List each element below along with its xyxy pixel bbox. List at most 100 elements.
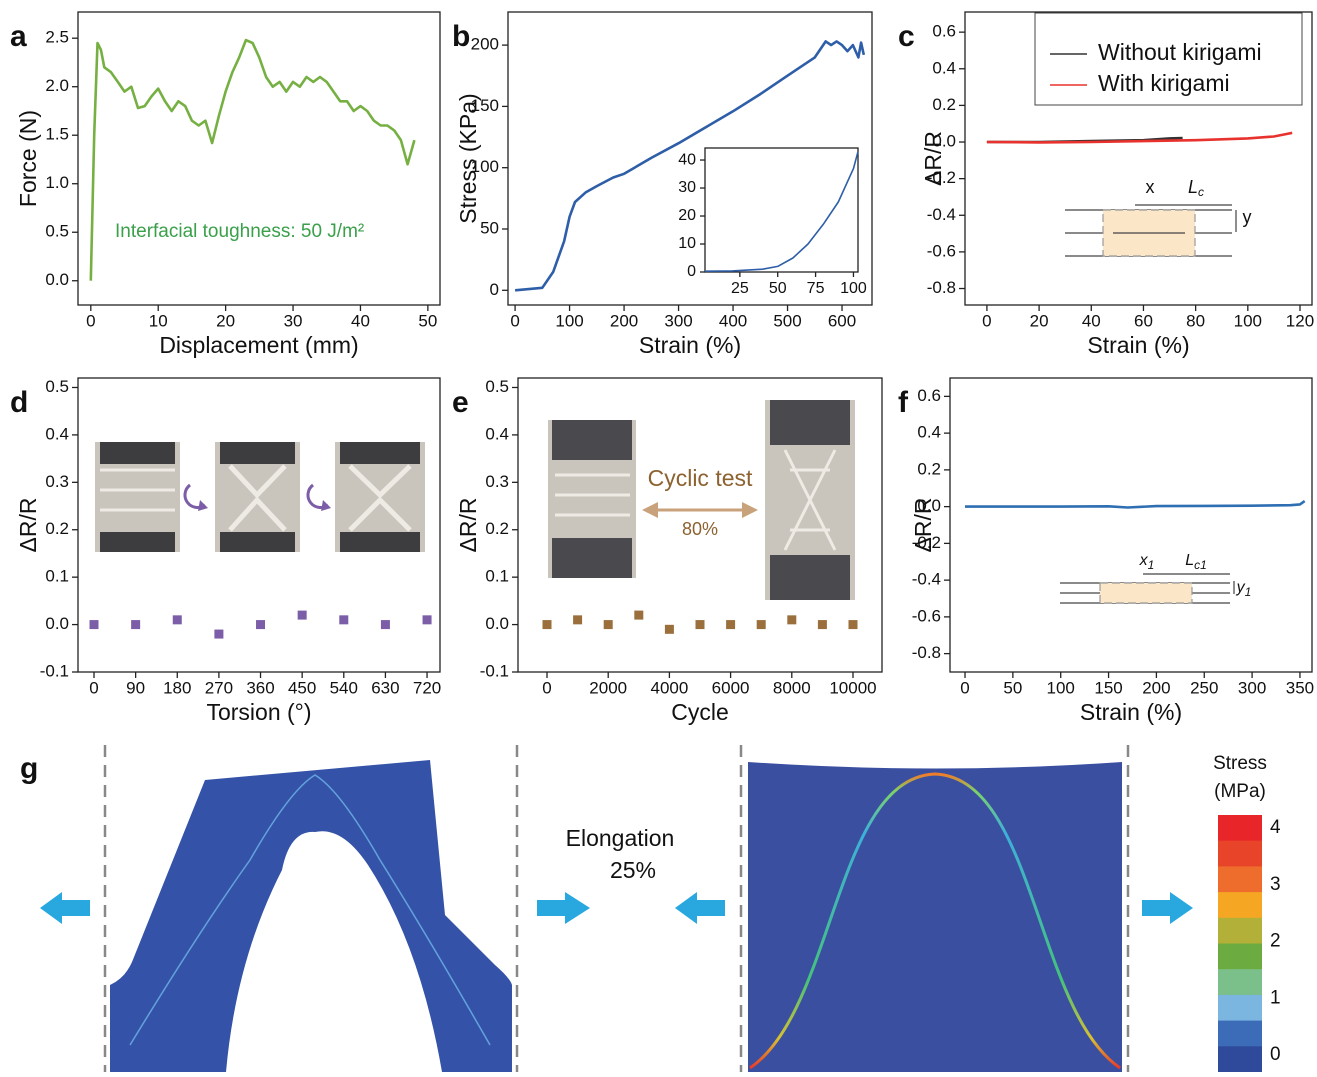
data-point	[256, 620, 266, 630]
y-tick-label: 0.2	[45, 519, 69, 538]
data-point	[603, 620, 613, 630]
annotation: Interfacial toughness: 50 J/m²	[115, 221, 364, 242]
y-tick-label: 2.0	[45, 76, 69, 95]
y-tick-label: 0.1	[45, 567, 69, 586]
y-tick-label: -0.2	[912, 533, 941, 552]
y-tick-label: 0.0	[917, 496, 941, 515]
x-axis-label: Strain (%)	[1087, 332, 1189, 358]
y-tick-label: 0.2	[932, 95, 956, 114]
legend-label: Without kirigami	[1098, 39, 1262, 65]
x-tick-label: 0	[960, 678, 969, 697]
y-tick-label: -0.1	[480, 661, 509, 680]
inset-label: y	[1243, 207, 1252, 227]
x-tick-label: 630	[371, 678, 399, 697]
inset-label: x1	[1139, 552, 1155, 572]
inset-label-main: x	[1139, 552, 1149, 569]
y-tick-label: 0.1	[485, 567, 509, 586]
inset-label-sub: c1	[1194, 558, 1207, 572]
x-tick-label: 450	[288, 678, 316, 697]
panel-letter: b	[452, 20, 470, 53]
y-tick-label: 0.5	[45, 222, 69, 241]
colorbar-segment	[1218, 917, 1262, 944]
colorbar-segment	[1218, 840, 1262, 867]
colorbar-segment	[1218, 994, 1262, 1022]
data-point	[787, 615, 797, 625]
x-tick-label: 40	[1082, 311, 1101, 330]
data-point	[380, 620, 390, 630]
colorbar-segment	[1218, 1046, 1262, 1073]
data-point	[542, 620, 552, 630]
y-tick-label: 0.4	[485, 424, 509, 443]
x-tick-label: 300	[664, 311, 692, 330]
y-tick-label: 0	[490, 280, 499, 299]
panel-letter: f	[898, 386, 909, 419]
inset-label-main: x	[1146, 177, 1155, 197]
x-tick-label: 30	[284, 311, 303, 330]
y-tick-label: 200	[471, 35, 499, 54]
y-tick-label: 1.0	[45, 173, 69, 192]
data-line	[965, 500, 1306, 509]
x-tick-label: 20	[216, 311, 235, 330]
photos	[95, 400, 855, 600]
y-tick-label: 0.4	[45, 424, 69, 443]
y-tick-label: 40	[678, 151, 696, 168]
y-tick-label: 2.5	[45, 28, 69, 47]
x-tick-label: 0	[86, 311, 95, 330]
legend-frame	[1034, 12, 1303, 106]
plot-frame	[704, 147, 859, 273]
x-tick-label: 250	[1190, 678, 1218, 697]
x-tick-label: 50	[1003, 678, 1022, 697]
y-tick-label: 0.0	[45, 614, 69, 633]
y-tick-label: 0.3	[485, 472, 509, 491]
inset-label: x	[1146, 177, 1155, 197]
data-point	[848, 620, 858, 630]
inset-label-sub: c	[1198, 185, 1204, 199]
y-axis-label: ΔR/R	[920, 131, 946, 186]
colorbar-tick-label: 3	[1270, 874, 1281, 895]
annotation: Cyclic test	[648, 465, 753, 491]
x-tick-label: 350	[1286, 678, 1314, 697]
y-tick-label: 50	[480, 218, 499, 237]
data-point	[214, 629, 224, 639]
y-tick-label: -0.6	[912, 606, 941, 625]
colorbar-title: (MPa)	[1214, 781, 1266, 802]
inset-label-main: y	[1243, 207, 1252, 227]
y-tick-label: -0.1	[40, 661, 69, 680]
data-line	[89, 38, 416, 281]
data-line	[514, 40, 866, 292]
y-tick-label: 1.5	[45, 125, 69, 144]
x-axis-label: Cycle	[671, 699, 729, 725]
colorbar-tick-label: 4	[1270, 817, 1281, 838]
x-tick-label: 500	[773, 311, 801, 330]
data-point	[664, 624, 674, 634]
y-tick-label: 0.4	[932, 58, 956, 77]
x-tick-label: 360	[246, 678, 274, 697]
y-tick-label: 150	[471, 96, 499, 115]
x-tick-label: 270	[205, 678, 233, 697]
data-point	[726, 620, 736, 630]
x-tick-label: 20	[1030, 311, 1049, 330]
x-tick-label: 75	[807, 280, 825, 297]
x-tick-label: 400	[719, 311, 747, 330]
x-tick-label: 100	[1047, 678, 1075, 697]
y-tick-label: 0.2	[917, 459, 941, 478]
x-axis-label: Strain (%)	[1080, 699, 1182, 725]
y-axis-label: ΔR/R	[15, 498, 41, 553]
x-tick-label: 50	[769, 280, 787, 297]
x-axis-label: Displacement (mm)	[159, 332, 358, 358]
plot-frame	[77, 377, 441, 673]
inset-label-main: y	[1236, 579, 1246, 596]
panel-g-drawing	[40, 745, 1193, 1072]
data-point	[817, 620, 827, 630]
x-tick-label: 80	[1186, 311, 1205, 330]
x-tick-label: 720	[413, 678, 441, 697]
y-tick-label: 0	[687, 263, 696, 280]
inset-label-main: L	[1188, 177, 1198, 197]
y-tick-label: -0.8	[912, 643, 941, 662]
data-point	[172, 615, 182, 625]
annotation: 25%	[610, 857, 656, 883]
annotation: Elongation	[566, 825, 675, 851]
y-tick-label: 0.0	[485, 614, 509, 633]
